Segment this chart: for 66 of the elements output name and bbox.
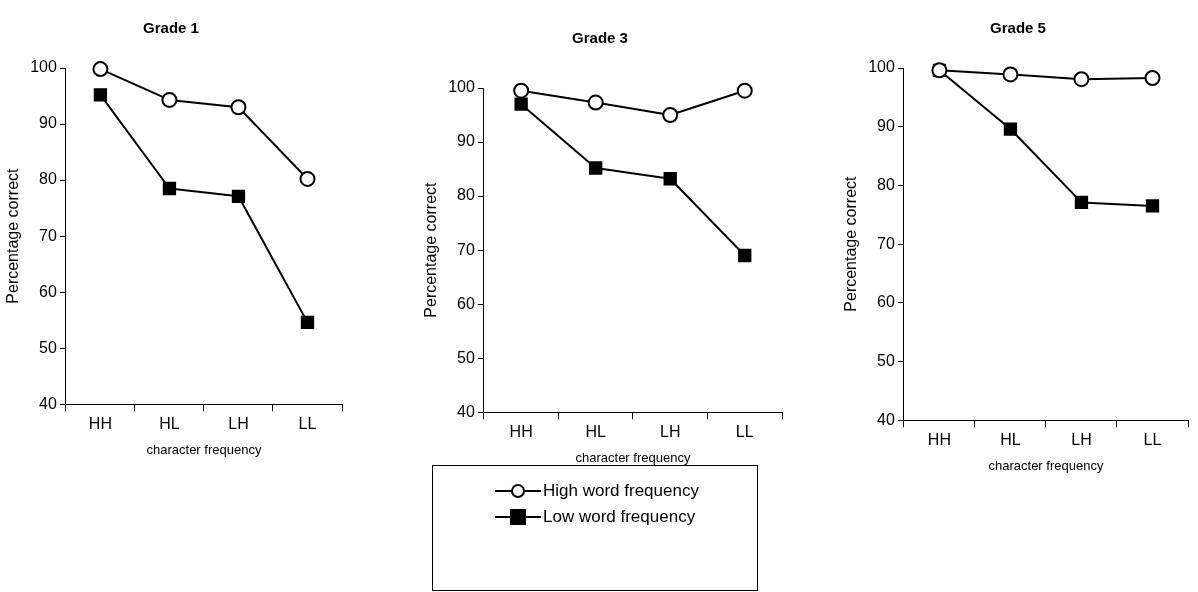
x-tick-label: LH <box>659 423 681 441</box>
y-axis-title: Percentage correct <box>4 167 22 304</box>
y-tick-label: 70 <box>39 226 57 244</box>
chart-title: Grade 3 <box>572 29 628 47</box>
point <box>1003 122 1018 136</box>
point <box>1073 71 1090 88</box>
y-tick-label: 60 <box>39 282 57 300</box>
x-tick-label: LL <box>1143 431 1162 449</box>
x-tick-label: LL <box>735 423 754 441</box>
y-axis-title: Percentage correct <box>842 175 860 312</box>
point <box>514 97 528 111</box>
point <box>231 189 246 203</box>
y-tick-label: 70 <box>457 240 475 258</box>
y-tick-label: 50 <box>457 348 475 366</box>
y-tick-label: 80 <box>877 175 895 193</box>
point <box>513 82 530 99</box>
legend-label: High word frequency <box>543 481 699 501</box>
y-tick-label: 80 <box>39 170 57 188</box>
point <box>1144 69 1161 86</box>
point <box>92 61 109 78</box>
y-tick-label: 100 <box>30 58 57 76</box>
y-tick-label: 40 <box>877 410 895 428</box>
x-axis-title: character frequency <box>146 441 262 457</box>
x-axis-title: character frequency <box>988 457 1104 473</box>
x-axis-title: character frequency <box>575 449 691 465</box>
y-tick-label: 90 <box>39 114 57 132</box>
point <box>589 161 603 175</box>
point <box>738 248 752 263</box>
x-tick-label: LH <box>228 415 249 433</box>
x-tick-label: HL <box>159 415 180 433</box>
point <box>299 170 316 187</box>
x-tick-label: HH <box>927 431 951 449</box>
point <box>1145 199 1160 213</box>
x-tick-label: LL <box>298 415 317 433</box>
y-tick-label: 100 <box>448 78 475 96</box>
x-tick-label: LH <box>1071 431 1092 449</box>
y-tick-label: 100 <box>868 58 895 76</box>
y-tick-label: 60 <box>877 293 895 311</box>
y-axis-title: Percentage correct <box>422 181 440 318</box>
point <box>93 88 108 102</box>
x-tick-label: HH <box>509 423 533 441</box>
point <box>587 94 604 111</box>
x-tick-label: HL <box>1000 431 1021 449</box>
chart-title: Grade 1 <box>143 19 199 37</box>
x-tick-label: HH <box>88 415 112 433</box>
y-tick-label: 40 <box>457 402 475 420</box>
y-tick-label: 70 <box>877 234 895 252</box>
point <box>1002 66 1019 83</box>
chart-title: Grade 5 <box>990 19 1046 37</box>
legend-label: Low word frequency <box>543 507 696 527</box>
point <box>230 99 247 116</box>
y-tick-label: 80 <box>457 186 475 204</box>
y-tick-label: 60 <box>457 294 475 312</box>
y-tick-label: 90 <box>877 117 895 135</box>
point <box>736 82 753 99</box>
point <box>662 107 679 124</box>
point <box>162 181 177 196</box>
point <box>663 172 677 186</box>
y-tick-label: 90 <box>457 132 475 150</box>
point <box>161 91 178 108</box>
y-tick-label: 40 <box>39 394 57 412</box>
x-tick-label: HL <box>585 423 607 441</box>
point <box>300 315 315 330</box>
y-tick-label: 50 <box>39 338 57 356</box>
y-tick-label: 50 <box>877 351 895 369</box>
point <box>1074 195 1089 210</box>
